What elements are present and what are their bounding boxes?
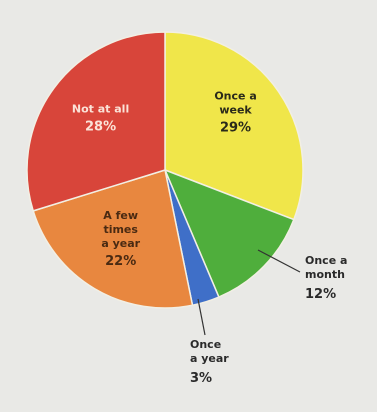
slice-label-line-once-a-month: Once a [305, 254, 347, 267]
slice-label-line-few-times-a-year: times [103, 223, 138, 236]
slice-label-line-few-times-a-year: A few [103, 209, 138, 222]
slice-label-line-once-a-year: Once [190, 338, 221, 351]
slice-percent-once-a-month: 12% [305, 287, 336, 302]
pie-slice-few-times-a-year [32, 169, 194, 309]
leader-line-once-a-month [257, 249, 301, 273]
slice-label-line-once-a-week: Once a [214, 90, 256, 103]
slice-percent-once-a-year: 3% [190, 371, 212, 386]
slice-label-line-few-times-a-year: a year [101, 237, 140, 250]
slice-label-once-a-year: Once a year 3% [190, 338, 229, 386]
pie-slice-once-a-week [164, 31, 304, 221]
slice-label-not-at-all: Not at all 28% [72, 103, 129, 135]
leader-lines [197, 249, 301, 336]
slice-label-once-a-week: Once a week 29% [214, 90, 256, 136]
slice-label-line-once-a-week: week [219, 104, 252, 117]
pie-slices [26, 31, 304, 309]
slice-label-few-times-a-year: A few times a year 22% [101, 209, 140, 269]
slice-percent-few-times-a-year: 22% [105, 254, 136, 269]
slice-label-line-once-a-year: a year [190, 352, 229, 365]
pie-slice-once-a-month [163, 168, 295, 299]
slice-label-line-once-a-month: month [305, 268, 345, 281]
pie-slice-not-at-all [26, 31, 166, 212]
slice-percent-not-at-all: 28% [85, 120, 116, 135]
slice-percent-once-a-week: 29% [220, 121, 251, 136]
pie-labels: Once a week 29%Once a month 12%Once a year 3%A… [72, 90, 348, 386]
slice-label-once-a-month: Once a month 12% [305, 254, 347, 302]
leader-line-once-a-year [197, 298, 206, 336]
slice-label-line-not-at-all: Not at all [72, 103, 129, 116]
